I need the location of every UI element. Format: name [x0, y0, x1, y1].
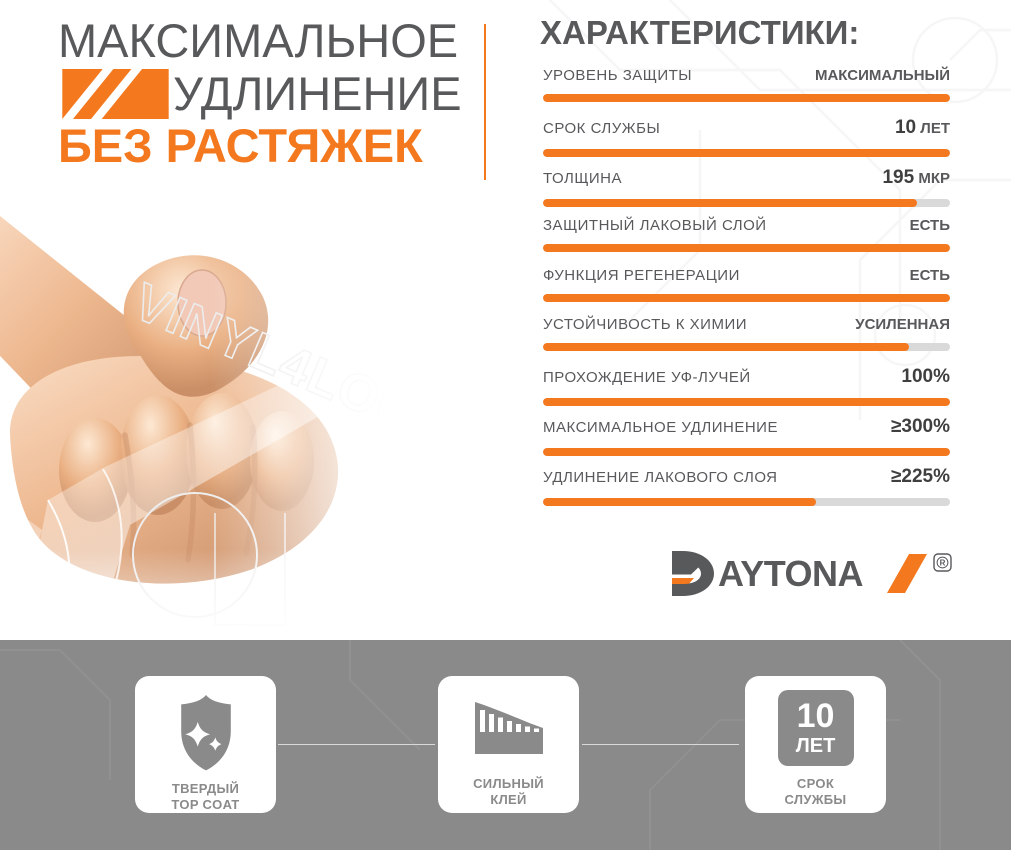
- svg-text:R: R: [940, 558, 946, 567]
- svg-text:AYTONA: AYTONA: [718, 553, 864, 594]
